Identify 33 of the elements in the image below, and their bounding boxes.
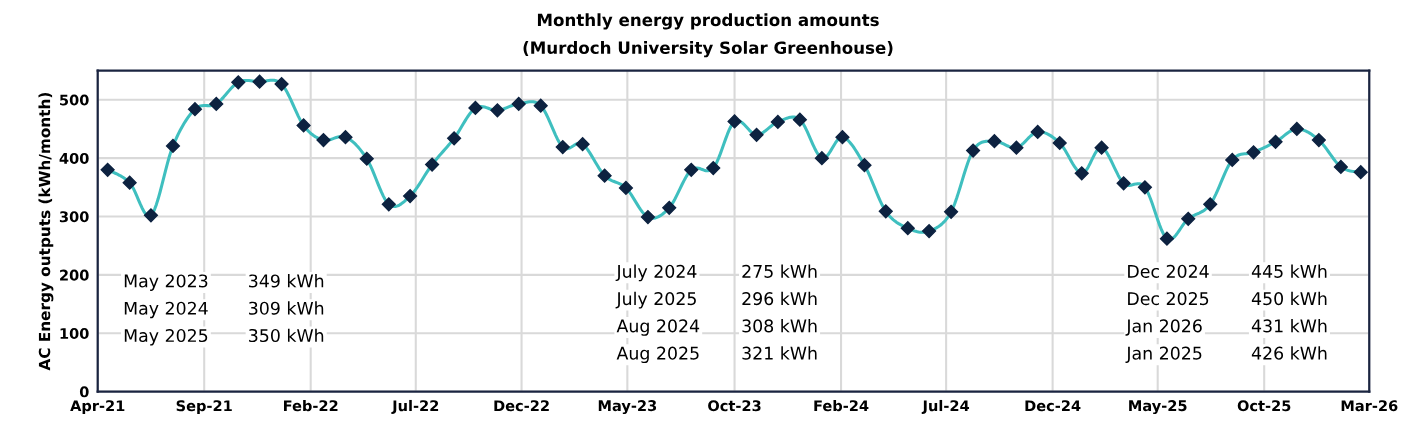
y-tick-label: 400 [59, 152, 89, 164]
y-tick-label: 500 [60, 94, 89, 106]
y-tick-label: 300 [59, 211, 89, 223]
x-tick-label: Jul-22 [391, 399, 439, 414]
chart-subtitle: (Murdoch University Solar Greenhouse) [523, 41, 893, 58]
chart-title: Monthly energy production amounts [537, 13, 879, 30]
x-tick-label: May-23 [598, 400, 657, 415]
text: Aug 2024 308 kWh [616, 319, 817, 336]
text: Jan 2026 431 kWh [1125, 319, 1327, 336]
x-tick-label: May-25 [1129, 400, 1187, 415]
x-tick-label: Sep-21 [176, 400, 232, 415]
x-tick-label: Mar-26 [1341, 400, 1398, 412]
x-tick-label: Dec-24 [1025, 400, 1081, 412]
x-tick-label: Jul-24 [921, 399, 970, 414]
y-axis-title: AC Energy outputs (kWh/month) [38, 92, 54, 371]
x-tick-label: Feb-24 [814, 399, 869, 412]
y-tick-label: 0 [79, 386, 89, 398]
text: Dec 2025 450 kWh [1128, 291, 1327, 306]
y-tick-label: 100 [60, 327, 89, 339]
x-tick-label: Feb-22 [284, 399, 338, 412]
text: May 2025 350 kWh [124, 328, 324, 346]
text: May 2023 349 kWh [124, 274, 324, 291]
text: Aug 2025 321 kWh [616, 346, 817, 364]
x-tick-label: Oct-23 [708, 400, 761, 412]
x-tick-label: Oct-25 [1237, 400, 1291, 412]
text: May 2024 309 kWh [124, 301, 324, 319]
x-tick-label: Apr-21 [70, 400, 125, 415]
y-tick-label: 200 [60, 269, 89, 281]
text: Dec 2024 445 kWh [1128, 264, 1327, 278]
text: July 2024 275 kWh [615, 264, 817, 282]
text: Jan 2025 426 kWh [1125, 346, 1327, 363]
text: July 2025 296 kWh [615, 291, 817, 309]
x-tick-label: Dec-22 [494, 400, 549, 412]
